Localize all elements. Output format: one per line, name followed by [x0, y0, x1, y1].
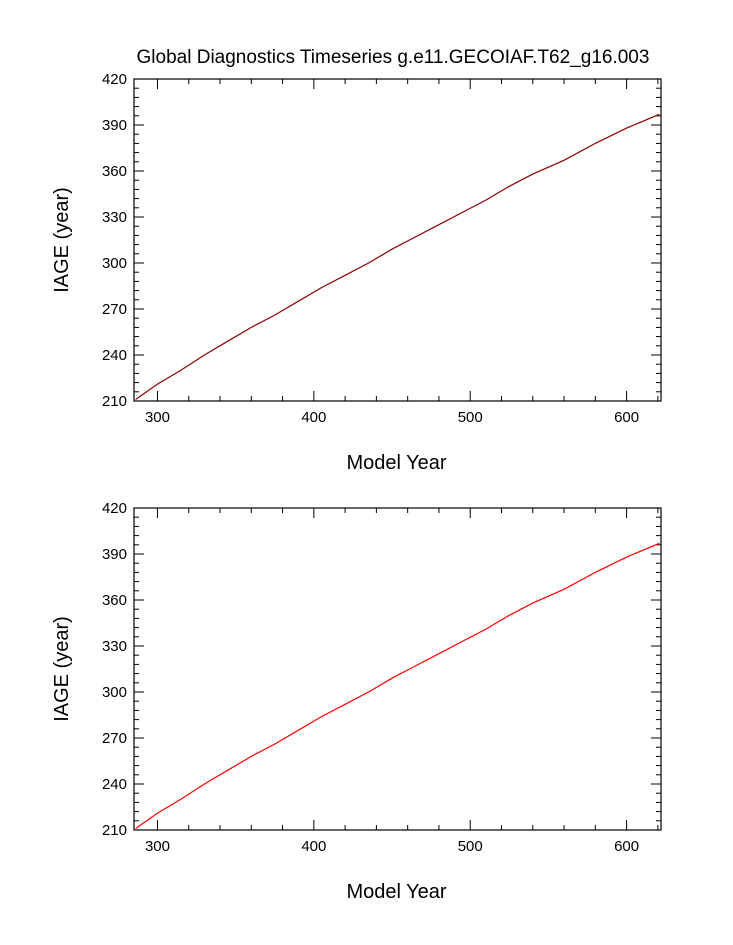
- chart-panel-bottom: 300 400 500 600 210 240 270 300 330 360 390 420 Mode…: [51, 500, 662, 903]
- x-tick-label: 400: [301, 409, 326, 426]
- y-tick-label: 240: [102, 776, 127, 793]
- x-tick-label: 400: [301, 838, 326, 855]
- x-tick-label: 500: [458, 409, 483, 426]
- y-tick-label: 270: [102, 301, 127, 318]
- y-axis-title: IAGE (year): [51, 187, 73, 293]
- x-tick-label: 600: [614, 838, 639, 855]
- x-axis-title: Model Year: [346, 452, 446, 474]
- y-tick-label: 420: [102, 500, 127, 517]
- chart-panel-top: 300 400 500 600 210 240 270 300 330 360 390 420 Mode…: [51, 71, 662, 474]
- x-tick-label: 300: [145, 838, 170, 855]
- y-tick-label: 270: [102, 730, 127, 747]
- y-tick-label: 390: [102, 117, 127, 134]
- y-tick-label: 210: [102, 393, 127, 410]
- y-tick-label: 300: [102, 684, 127, 701]
- y-tick-label: 240: [102, 347, 127, 364]
- x-tick-label: 600: [614, 409, 639, 426]
- y-tick-label: 300: [102, 255, 127, 272]
- x-tick-label: 500: [458, 838, 483, 855]
- y-axis-title: IAGE (year): [51, 616, 73, 722]
- x-axis-title: Model Year: [346, 881, 446, 903]
- y-tick-label: 330: [102, 209, 127, 226]
- series-line: [135, 113, 660, 400]
- y-tick-label: 330: [102, 638, 127, 655]
- series-line: [135, 542, 660, 829]
- plot-frame: [133, 78, 662, 402]
- y-tick-label: 390: [102, 546, 127, 563]
- y-tick-label: 360: [102, 592, 127, 609]
- x-tick-label: 300: [145, 409, 170, 426]
- y-tick-label: 210: [102, 822, 127, 839]
- y-tick-label: 360: [102, 163, 127, 180]
- plot-frame: [133, 507, 662, 831]
- y-tick-label: 420: [102, 71, 127, 88]
- figure-title: Global Diagnostics Timeseries g.e11.GECO…: [137, 47, 650, 68]
